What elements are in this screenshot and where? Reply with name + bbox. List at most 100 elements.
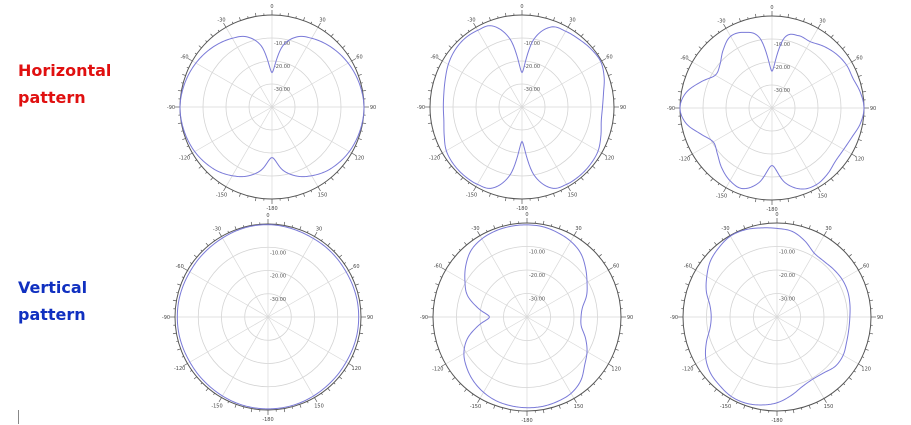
tick-mark bbox=[287, 12, 289, 17]
grid-spoke bbox=[776, 269, 859, 318]
tick-mark bbox=[837, 242, 840, 246]
tick-mark bbox=[823, 231, 827, 236]
ring-label: -20.00 bbox=[270, 274, 286, 280]
angle-label: -30 bbox=[467, 18, 475, 24]
angle-label: -150 bbox=[720, 404, 731, 410]
angle-label: 0 bbox=[520, 4, 523, 10]
tick-mark bbox=[795, 17, 797, 20]
angle-label: 30 bbox=[569, 18, 575, 24]
ring-label: -10.00 bbox=[774, 42, 790, 48]
tick-mark bbox=[355, 145, 358, 148]
tick-mark bbox=[537, 197, 539, 202]
angle-label: -120 bbox=[682, 367, 693, 373]
tick-mark bbox=[597, 52, 600, 55]
polar-chart-vertical-3: 0 30 60 90 120 150 -180 -150 -120 -90 -60 -30 -10.00… bbox=[670, 212, 883, 424]
tick-mark bbox=[357, 340, 360, 342]
tick-mark bbox=[560, 21, 563, 24]
angle-label: -60 bbox=[680, 56, 688, 62]
angle-label: 120 bbox=[355, 156, 365, 162]
tick-mark bbox=[580, 393, 583, 396]
grid-spoke bbox=[442, 106, 523, 154]
angle-label: 90 bbox=[877, 315, 883, 321]
tick-mark bbox=[714, 242, 717, 246]
tick-mark bbox=[601, 152, 607, 156]
tick-mark bbox=[343, 262, 347, 264]
tick-mark bbox=[360, 130, 363, 132]
angle-label: 150 bbox=[568, 192, 578, 198]
tick-mark bbox=[743, 405, 746, 409]
angle-label: -60 bbox=[430, 55, 438, 61]
tick-mark bbox=[223, 186, 227, 192]
tick-mark bbox=[731, 22, 734, 25]
tick-mark bbox=[862, 123, 867, 125]
tick-mark bbox=[810, 22, 813, 25]
tick-mark bbox=[299, 226, 302, 230]
tick-mark bbox=[306, 401, 309, 404]
tick-mark bbox=[708, 248, 711, 251]
grid-spoke bbox=[521, 106, 569, 187]
tick-mark bbox=[847, 160, 850, 163]
angle-label: -90 bbox=[670, 315, 678, 321]
tick-mark bbox=[351, 58, 357, 62]
grid-spoke bbox=[221, 236, 269, 318]
tick-mark bbox=[705, 41, 708, 44]
tick-mark bbox=[342, 45, 346, 49]
tick-mark bbox=[619, 299, 624, 302]
horizontal-label-line2: pattern bbox=[18, 88, 86, 107]
tick-mark bbox=[867, 291, 870, 294]
tick-mark bbox=[698, 166, 702, 170]
tick-mark bbox=[550, 224, 553, 227]
ring-label: -20.00 bbox=[529, 273, 545, 279]
tick-mark bbox=[597, 159, 600, 162]
tick-mark bbox=[239, 17, 241, 21]
tick-mark bbox=[333, 382, 336, 385]
tick-mark bbox=[795, 196, 797, 199]
angle-label: -90 bbox=[162, 315, 170, 321]
tick-mark bbox=[247, 195, 249, 198]
angle-label: -150 bbox=[211, 403, 222, 409]
grid-spoke bbox=[225, 106, 273, 187]
tick-mark bbox=[603, 261, 606, 264]
polar-chart-vertical-1: 0 30 60 90 120 150 -180 -150 -120 -90 -60 -30 -10.00… bbox=[162, 213, 373, 423]
tick-mark bbox=[851, 153, 857, 157]
grid-spoke bbox=[271, 106, 352, 154]
tick-mark bbox=[357, 292, 360, 294]
angle-label: 120 bbox=[611, 367, 621, 373]
grid-spoke bbox=[771, 107, 852, 155]
tick-mark bbox=[558, 225, 561, 229]
tick-mark bbox=[213, 392, 215, 396]
angle-label: 90 bbox=[870, 106, 876, 112]
tick-mark bbox=[427, 90, 432, 92]
tick-mark bbox=[176, 292, 179, 294]
angle-label: -150 bbox=[716, 193, 727, 199]
tick-mark bbox=[687, 59, 693, 63]
tick-mark bbox=[505, 197, 507, 202]
tick-mark bbox=[471, 238, 474, 241]
tick-mark bbox=[436, 66, 439, 69]
tick-mark bbox=[721, 393, 724, 396]
tick-mark bbox=[810, 191, 813, 194]
tick-mark bbox=[497, 195, 499, 198]
tick-mark bbox=[172, 332, 177, 335]
tick-mark bbox=[592, 45, 596, 49]
tick-mark bbox=[200, 249, 203, 252]
angle-label: -90 bbox=[167, 105, 175, 111]
tick-mark bbox=[860, 131, 863, 133]
ring-label: -30.00 bbox=[270, 297, 286, 303]
tick-mark bbox=[573, 231, 577, 236]
tick-mark bbox=[759, 220, 762, 225]
tick-mark bbox=[205, 242, 209, 246]
tick-mark bbox=[310, 190, 313, 193]
tick-mark bbox=[598, 254, 602, 257]
tick-mark bbox=[333, 249, 336, 252]
tick-mark bbox=[684, 291, 687, 294]
tick-mark bbox=[355, 66, 358, 69]
tick-mark bbox=[792, 220, 795, 225]
tick-mark bbox=[187, 58, 193, 62]
tick-mark bbox=[865, 348, 869, 351]
tick-mark bbox=[299, 404, 302, 408]
tick-mark bbox=[317, 186, 321, 192]
tick-mark bbox=[362, 90, 367, 92]
tick-mark bbox=[227, 230, 230, 233]
tick-mark bbox=[717, 183, 720, 186]
